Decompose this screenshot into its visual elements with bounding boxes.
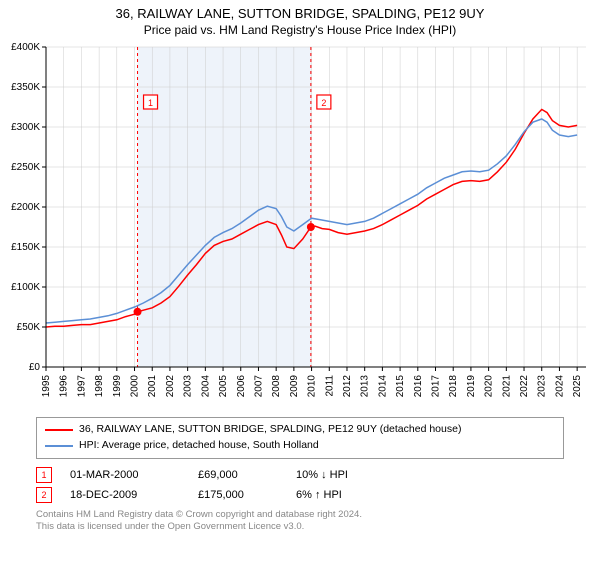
svg-text:2001: 2001 xyxy=(147,375,158,398)
svg-text:£350K: £350K xyxy=(11,82,40,93)
svg-text:2005: 2005 xyxy=(218,375,229,398)
svg-text:£400K: £400K xyxy=(11,42,40,53)
svg-text:2012: 2012 xyxy=(342,375,353,398)
svg-text:2018: 2018 xyxy=(448,375,459,398)
svg-text:2022: 2022 xyxy=(519,375,530,398)
svg-text:2016: 2016 xyxy=(413,375,424,398)
legend-item-series1: 36, RAILWAY LANE, SUTTON BRIDGE, SPALDIN… xyxy=(45,422,555,438)
svg-text:1: 1 xyxy=(148,98,153,108)
sale-marker-1: 1 xyxy=(36,467,52,483)
svg-text:2002: 2002 xyxy=(165,375,176,398)
svg-text:2010: 2010 xyxy=(307,375,318,398)
svg-text:£300K: £300K xyxy=(11,122,40,133)
chart-subtitle: Price paid vs. HM Land Registry's House … xyxy=(0,23,600,37)
sale-date: 18-DEC-2009 xyxy=(70,489,180,501)
legend-label-series2: HPI: Average price, detached house, Sout… xyxy=(79,438,319,454)
svg-text:2015: 2015 xyxy=(395,375,406,398)
svg-text:£50K: £50K xyxy=(17,322,41,333)
sale-price: £175,000 xyxy=(198,489,278,501)
sales-table: 1 01-MAR-2000 £69,000 10% ↓ HPI 2 18-DEC… xyxy=(36,467,564,503)
legend-swatch-series1 xyxy=(45,429,73,431)
svg-text:2014: 2014 xyxy=(377,375,388,398)
svg-text:2000: 2000 xyxy=(130,375,141,398)
svg-text:2009: 2009 xyxy=(289,375,300,398)
svg-text:2008: 2008 xyxy=(271,375,282,398)
sale-row: 2 18-DEC-2009 £175,000 6% ↑ HPI xyxy=(36,487,564,503)
legend-item-series2: HPI: Average price, detached house, Sout… xyxy=(45,438,555,454)
sale-price: £69,000 xyxy=(198,469,278,481)
svg-text:1996: 1996 xyxy=(59,375,70,398)
sale-marker-2: 2 xyxy=(36,487,52,503)
legend-swatch-series2 xyxy=(45,445,73,447)
svg-text:£200K: £200K xyxy=(11,202,40,213)
svg-text:2021: 2021 xyxy=(501,375,512,398)
sale-diff: 10% ↓ HPI xyxy=(296,469,396,481)
footer-attribution: Contains HM Land Registry data © Crown c… xyxy=(36,509,564,534)
svg-text:2023: 2023 xyxy=(537,375,548,398)
chart-title: 36, RAILWAY LANE, SUTTON BRIDGE, SPALDIN… xyxy=(0,6,600,21)
svg-text:1998: 1998 xyxy=(94,375,105,398)
svg-text:1999: 1999 xyxy=(112,375,123,398)
chart-area: £0 £50K £100K £150K £200K £250K £300K £350K £400… xyxy=(0,41,600,411)
legend-label-series1: 36, RAILWAY LANE, SUTTON BRIDGE, SPALDIN… xyxy=(79,422,461,438)
svg-text:2006: 2006 xyxy=(236,375,247,398)
svg-text:2003: 2003 xyxy=(183,375,194,398)
svg-text:2: 2 xyxy=(321,98,326,108)
svg-text:2017: 2017 xyxy=(431,375,442,398)
svg-text:£100K: £100K xyxy=(11,282,40,293)
svg-text:1995: 1995 xyxy=(41,375,52,398)
svg-text:2024: 2024 xyxy=(554,375,565,398)
svg-text:2020: 2020 xyxy=(484,375,495,398)
legend: 36, RAILWAY LANE, SUTTON BRIDGE, SPALDIN… xyxy=(36,417,564,459)
svg-text:1997: 1997 xyxy=(76,375,87,398)
svg-text:£150K: £150K xyxy=(11,242,40,253)
svg-text:2004: 2004 xyxy=(200,375,211,398)
svg-text:2007: 2007 xyxy=(253,375,264,398)
svg-text:2019: 2019 xyxy=(466,375,477,398)
svg-text:2013: 2013 xyxy=(360,375,371,398)
sale-row: 1 01-MAR-2000 £69,000 10% ↓ HPI xyxy=(36,467,564,483)
svg-text:2025: 2025 xyxy=(572,375,583,398)
svg-text:2011: 2011 xyxy=(324,375,335,397)
svg-text:£250K: £250K xyxy=(11,162,40,173)
sale-diff: 6% ↑ HPI xyxy=(296,489,396,501)
svg-text:£0: £0 xyxy=(29,362,41,373)
sale-date: 01-MAR-2000 xyxy=(70,469,180,481)
